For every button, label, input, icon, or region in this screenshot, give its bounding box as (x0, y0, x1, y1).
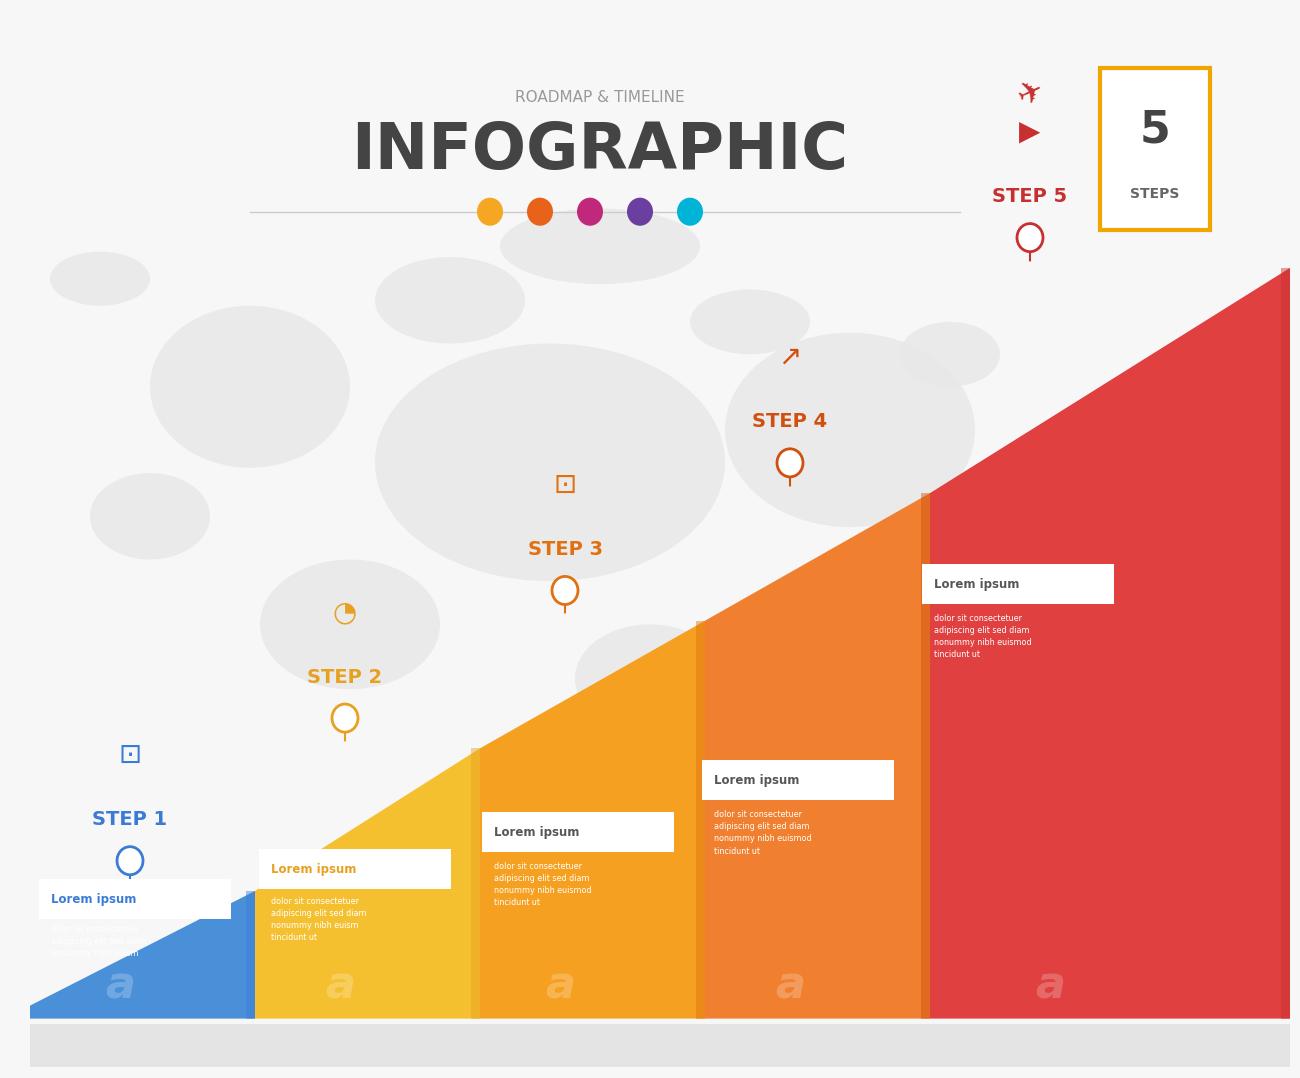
Ellipse shape (374, 257, 525, 344)
Text: ▶: ▶ (1019, 118, 1041, 146)
Circle shape (577, 197, 603, 225)
Text: Lorem ipsum: Lorem ipsum (494, 827, 580, 840)
Text: STEPS: STEPS (1130, 188, 1179, 202)
Text: a: a (545, 965, 575, 1008)
Polygon shape (255, 748, 480, 1019)
Circle shape (477, 197, 503, 225)
Text: STEP 3: STEP 3 (528, 540, 602, 558)
Polygon shape (471, 748, 480, 1019)
Text: a: a (325, 965, 355, 1008)
Polygon shape (246, 892, 255, 1019)
Text: ⊡: ⊡ (554, 471, 577, 499)
Text: Lorem ipsum: Lorem ipsum (933, 578, 1019, 591)
Circle shape (552, 577, 578, 605)
FancyBboxPatch shape (39, 880, 231, 920)
Text: ⊡: ⊡ (118, 741, 142, 769)
Ellipse shape (900, 322, 1000, 387)
Text: ◔: ◔ (333, 598, 358, 626)
Ellipse shape (975, 506, 1124, 635)
Ellipse shape (500, 208, 699, 285)
Ellipse shape (49, 251, 150, 306)
Circle shape (627, 197, 653, 225)
Circle shape (1017, 223, 1043, 251)
Circle shape (526, 197, 552, 225)
Text: STEP 2: STEP 2 (307, 667, 382, 687)
Text: dolor sit consectetuer
adipiscing elit sed diam
nonummy nibh euismod
tincidunt u: dolor sit consectetuer adipiscing elit s… (933, 613, 1032, 659)
Text: a: a (105, 965, 135, 1008)
Ellipse shape (1160, 484, 1240, 549)
Polygon shape (920, 493, 930, 1019)
Polygon shape (30, 892, 255, 1019)
Text: Lorem ipsum: Lorem ipsum (51, 894, 136, 907)
Ellipse shape (1110, 382, 1190, 436)
Circle shape (117, 846, 143, 874)
FancyBboxPatch shape (259, 849, 451, 889)
Ellipse shape (575, 624, 725, 732)
Circle shape (332, 704, 358, 732)
FancyBboxPatch shape (1100, 68, 1210, 230)
Ellipse shape (90, 473, 211, 559)
FancyBboxPatch shape (702, 760, 894, 800)
Text: dolor sit consectetuer
adipiscing elit sed diam
nonummy nibh euism
tincidunt ut: dolor sit consectetuer adipiscing elit s… (270, 897, 367, 942)
Text: dolor sit consectetuer
adipiscing elit sed diam
nonummy nibh euism: dolor sit consectetuer adipiscing elit s… (51, 925, 147, 958)
Text: Lorem ipsum: Lorem ipsum (270, 863, 356, 876)
Circle shape (777, 448, 803, 476)
Text: ROADMAP & TIMELINE: ROADMAP & TIMELINE (515, 89, 685, 105)
Text: INFOGRAPHIC: INFOGRAPHIC (351, 121, 849, 182)
Ellipse shape (725, 333, 975, 527)
Ellipse shape (374, 344, 725, 581)
Text: ✈: ✈ (1013, 75, 1048, 112)
Text: a: a (1035, 965, 1065, 1008)
Polygon shape (705, 493, 930, 1019)
Text: dolor sit consectetuer
adipiscing elit sed diam
nonummy nibh euismod
tincidunt u: dolor sit consectetuer adipiscing elit s… (494, 862, 592, 908)
Ellipse shape (260, 559, 439, 689)
Ellipse shape (150, 306, 350, 468)
Polygon shape (480, 621, 705, 1019)
Text: Lorem ipsum: Lorem ipsum (714, 774, 800, 787)
Polygon shape (696, 621, 705, 1019)
Polygon shape (30, 1024, 1290, 1067)
Text: a: a (775, 965, 805, 1008)
Ellipse shape (690, 290, 810, 355)
Polygon shape (930, 267, 1290, 1019)
FancyBboxPatch shape (482, 813, 673, 853)
Text: 5: 5 (1140, 108, 1170, 151)
Text: STEP 5: STEP 5 (992, 188, 1067, 206)
Text: dolor sit consectetuer
adipiscing elit sed diam
nonummy nibh euismod
tincidunt u: dolor sit consectetuer adipiscing elit s… (714, 811, 811, 856)
Text: STEP 1: STEP 1 (92, 811, 168, 829)
Circle shape (677, 197, 703, 225)
Text: ↗: ↗ (779, 343, 802, 371)
Text: STEP 4: STEP 4 (753, 412, 828, 431)
FancyBboxPatch shape (922, 564, 1114, 604)
Polygon shape (1280, 267, 1290, 1019)
